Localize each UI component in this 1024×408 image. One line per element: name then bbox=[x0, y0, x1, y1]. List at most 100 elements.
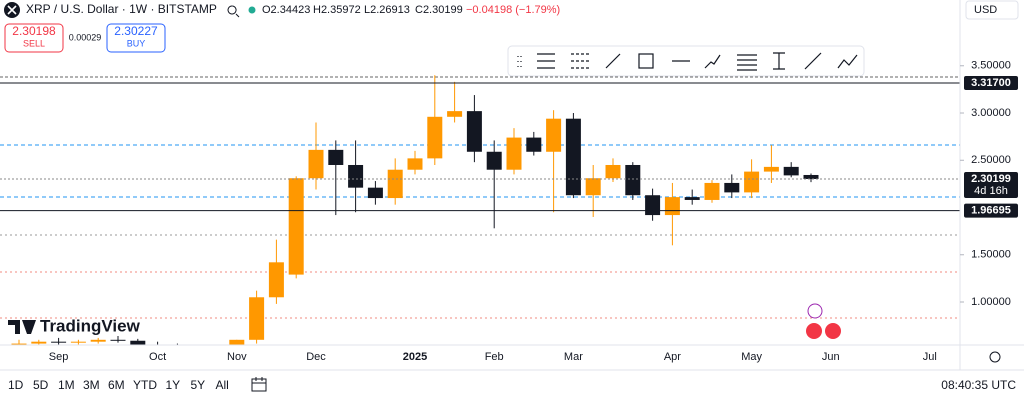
ohlc-value: O2.34423 bbox=[262, 4, 310, 16]
timeframe-button[interactable]: 3M bbox=[83, 378, 100, 392]
visibility-icon[interactable] bbox=[227, 5, 240, 18]
price-tag-label: 2.30199 bbox=[971, 173, 1011, 185]
timeframe-button[interactable]: 1M bbox=[58, 378, 75, 392]
timeframe-button[interactable]: All bbox=[216, 378, 229, 392]
candle-body bbox=[744, 171, 760, 193]
tool-trendline[interactable] bbox=[605, 53, 621, 69]
timeframe-button[interactable]: 6M bbox=[108, 378, 125, 392]
ohlc-legend: O2.34423 H2.35972 L2.26913 C2.30199 bbox=[262, 4, 463, 16]
candle-body bbox=[427, 116, 443, 159]
ohlc-value: H2.35972 bbox=[313, 4, 361, 16]
market-status bbox=[248, 6, 256, 14]
y-tick-label: 1.00000 bbox=[971, 296, 1011, 308]
timeframes: 1D 5D 1M 3M 6M YTD 1Y 5Y All bbox=[8, 378, 229, 392]
price-tag-label: 1.96695 bbox=[971, 205, 1011, 217]
candle-body bbox=[31, 341, 47, 344]
x-tick-label: Feb bbox=[485, 351, 504, 363]
tool-range[interactable] bbox=[773, 52, 785, 70]
y-tick-label: 1.50000 bbox=[971, 249, 1011, 261]
candle-body bbox=[308, 149, 324, 179]
buy-price[interactable]: 2.30227 bbox=[114, 24, 158, 38]
x-tick-label: Oct bbox=[149, 351, 166, 363]
candle-body bbox=[526, 137, 542, 152]
candle-body bbox=[803, 174, 819, 179]
change: −0.04198 (−1.79%) bbox=[466, 4, 560, 16]
candle-body bbox=[783, 166, 799, 176]
tool-rect[interactable] bbox=[638, 53, 654, 69]
spread: 0.00029 bbox=[69, 32, 102, 42]
buy-label[interactable]: BUY bbox=[127, 38, 146, 48]
x-tick-label: Apr bbox=[664, 351, 681, 363]
ohlc-value: L2.26913 bbox=[364, 4, 410, 16]
price-tag-label: 3.31700 bbox=[971, 77, 1011, 89]
y-tick-label: 3.00000 bbox=[971, 107, 1011, 119]
price-tag bbox=[964, 171, 1018, 198]
x-tick-label: May bbox=[741, 351, 762, 363]
candle-body bbox=[70, 341, 86, 343]
candle-body bbox=[664, 197, 680, 216]
candle-body bbox=[367, 187, 383, 199]
event-flag[interactable] bbox=[825, 323, 841, 339]
candle-body bbox=[724, 182, 740, 193]
timeframe-button[interactable]: 5Y bbox=[191, 378, 206, 392]
timeframe-button[interactable]: 5D bbox=[33, 378, 49, 392]
logo-text[interactable]: TradingView bbox=[40, 316, 141, 335]
y-tick-label: 2.50000 bbox=[971, 154, 1011, 166]
timeframe-button[interactable]: YTD bbox=[133, 378, 157, 392]
candle-body bbox=[328, 149, 344, 165]
price-tag bbox=[964, 203, 1018, 218]
candle-body bbox=[130, 340, 146, 345]
x-tick-label: Nov bbox=[227, 351, 247, 363]
timeframe-button[interactable]: 1Y bbox=[166, 378, 181, 392]
x-tick-label: Mar bbox=[564, 351, 583, 363]
price-tag-countdown: 4d 16h bbox=[974, 185, 1008, 197]
ohlc-value: C2.30199 bbox=[415, 4, 463, 16]
candle-body bbox=[763, 166, 779, 172]
settings-icon[interactable] bbox=[989, 351, 1001, 363]
candle-body bbox=[348, 164, 364, 188]
candle-body bbox=[447, 111, 463, 117]
candle-body bbox=[704, 182, 720, 200]
currency[interactable]: USD bbox=[974, 4, 997, 16]
tool-ray[interactable] bbox=[804, 52, 822, 70]
candle-body bbox=[387, 169, 403, 199]
candle-body bbox=[249, 297, 265, 340]
tool-path[interactable] bbox=[704, 54, 721, 69]
x-tick-label: Dec bbox=[306, 351, 326, 363]
candle-body bbox=[565, 118, 581, 196]
tool-pitchfork[interactable] bbox=[737, 54, 757, 71]
candle-body bbox=[645, 195, 661, 216]
candle-body bbox=[585, 178, 601, 196]
symbol-title[interactable]: XRP / U.S. Dollar · 1W · BITSTAMP bbox=[26, 2, 217, 16]
x-tick-label: Jun bbox=[822, 351, 840, 363]
tool-pattern[interactable] bbox=[837, 54, 858, 69]
event-icon[interactable] bbox=[807, 303, 823, 319]
candle-body bbox=[229, 339, 245, 345]
candle-body bbox=[268, 262, 284, 298]
candle-body bbox=[288, 178, 304, 275]
currency-button[interactable] bbox=[965, 0, 1019, 20]
buy-button[interactable] bbox=[106, 23, 166, 53]
candle-body bbox=[110, 339, 126, 341]
event-flag[interactable] bbox=[806, 323, 822, 339]
tool-fib[interactable] bbox=[537, 53, 555, 69]
toolbar-grip[interactable] bbox=[517, 56, 522, 67]
timeframe-button[interactable]: 1D bbox=[8, 378, 24, 392]
sell-button[interactable] bbox=[4, 23, 64, 53]
candle-body bbox=[486, 151, 502, 170]
x-tick-label: Sep bbox=[49, 351, 69, 363]
candle-body bbox=[407, 158, 423, 170]
candle-body bbox=[546, 118, 562, 152]
sell-price[interactable]: 2.30198 bbox=[12, 24, 56, 38]
candle-body bbox=[684, 197, 700, 200]
candle-body bbox=[90, 339, 106, 342]
candle-body bbox=[11, 343, 27, 345]
drawing-toolbar bbox=[507, 45, 865, 77]
date-range-icon[interactable] bbox=[251, 377, 267, 392]
tool-gann[interactable] bbox=[571, 53, 589, 69]
candle-body bbox=[51, 341, 67, 343]
clock: 08:40:35 UTC bbox=[941, 378, 1016, 392]
sell-label[interactable]: SELL bbox=[23, 38, 45, 48]
price-tag bbox=[964, 76, 1018, 91]
